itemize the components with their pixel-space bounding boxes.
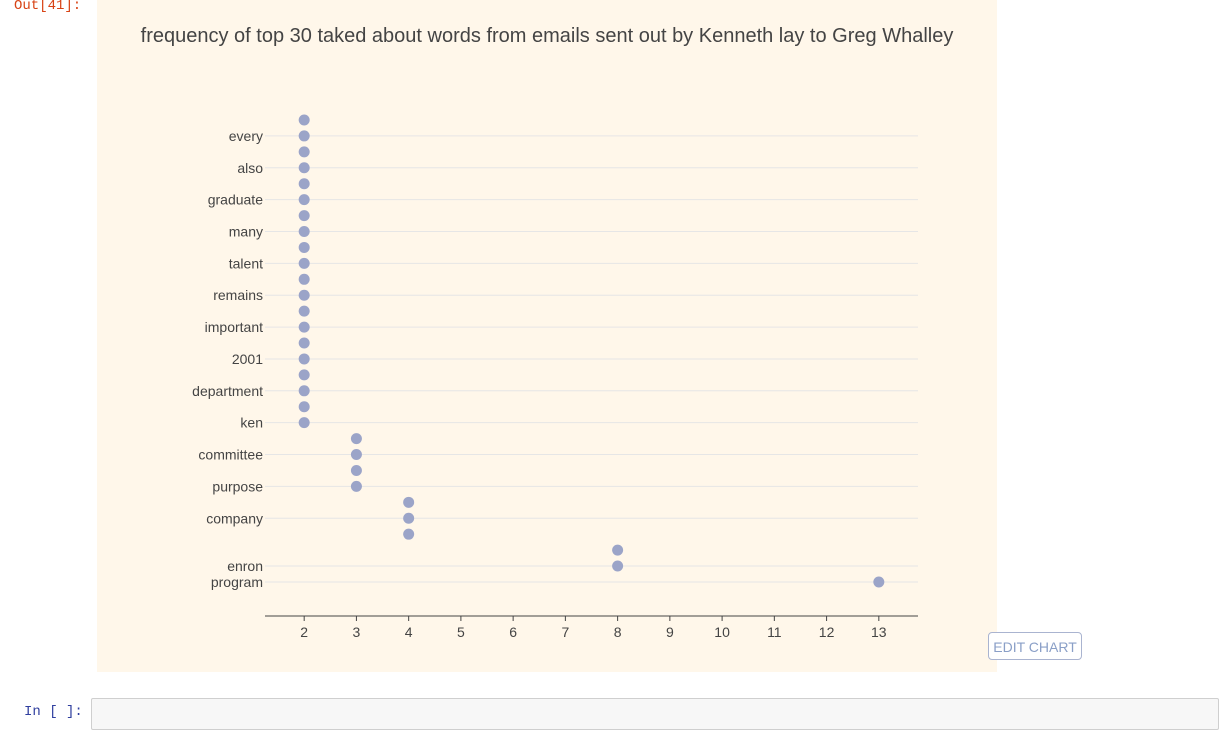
y-tick-label: 2001 <box>232 351 263 367</box>
y-tick-label: graduate <box>208 192 263 208</box>
x-tick-label: 11 <box>767 624 782 640</box>
y-tick-label: talent <box>229 255 263 271</box>
dot-plot-chart: frequency of top 30 taked about words fr… <box>141 25 954 640</box>
data-point <box>350 480 362 492</box>
data-point <box>298 385 310 397</box>
y-tick-label: company <box>206 510 263 526</box>
data-point <box>298 369 310 381</box>
data-point <box>403 512 415 524</box>
data-point <box>298 162 310 174</box>
data-point <box>298 226 310 238</box>
data-point <box>612 544 624 556</box>
data-point <box>298 257 310 269</box>
x-tick-label: 4 <box>405 624 413 640</box>
data-point <box>612 560 624 572</box>
input-prompt: In [ ]: <box>24 704 83 720</box>
x-tick-label: 8 <box>614 624 622 640</box>
y-tick-label: also <box>237 160 263 176</box>
chart-title: frequency of top 30 taked about words fr… <box>141 25 954 47</box>
x-tick-label: 2 <box>300 624 308 640</box>
y-tick-label: important <box>205 319 263 335</box>
x-tick-label: 3 <box>353 624 361 640</box>
data-point <box>298 114 310 126</box>
data-point <box>403 528 415 540</box>
data-point <box>298 130 310 142</box>
y-tick-label: ken <box>240 415 263 431</box>
y-tick-label: department <box>192 383 263 399</box>
data-point <box>298 353 310 365</box>
data-point <box>298 337 310 349</box>
x-tick-label: 7 <box>561 624 569 640</box>
y-tick-label: committee <box>198 447 263 463</box>
data-point <box>298 194 310 206</box>
data-point <box>350 449 362 461</box>
data-point <box>298 273 310 285</box>
x-tick-label: 13 <box>871 624 887 640</box>
data-point <box>298 210 310 222</box>
data-point <box>350 464 362 476</box>
y-tick-label: purpose <box>212 478 263 494</box>
next-code-cell[interactable] <box>91 698 1219 730</box>
data-point <box>298 146 310 158</box>
x-tick-label: 6 <box>509 624 517 640</box>
data-point <box>403 496 415 508</box>
data-point <box>350 433 362 445</box>
data-point <box>298 241 310 253</box>
y-tick-label: every <box>229 128 263 144</box>
data-point <box>298 321 310 333</box>
x-tick-label: 12 <box>819 624 835 640</box>
data-point <box>873 576 885 588</box>
y-tick-label: program <box>211 574 263 590</box>
output-prompt: Out[41]: <box>14 0 82 14</box>
y-tick-label: remains <box>213 287 263 303</box>
data-point <box>298 178 310 190</box>
x-tick-label: 5 <box>457 624 465 640</box>
data-point <box>298 289 310 301</box>
y-tick-label: enron <box>227 558 263 574</box>
y-tick-label: many <box>229 224 263 240</box>
data-point <box>298 401 310 413</box>
x-tick-label: 9 <box>666 624 674 640</box>
data-point <box>298 305 310 317</box>
data-point <box>298 417 310 429</box>
chart-panel: frequency of top 30 taked about words fr… <box>97 0 1082 672</box>
edit-chart-button[interactable]: EDIT CHART <box>988 632 1082 660</box>
x-tick-label: 10 <box>714 624 730 640</box>
